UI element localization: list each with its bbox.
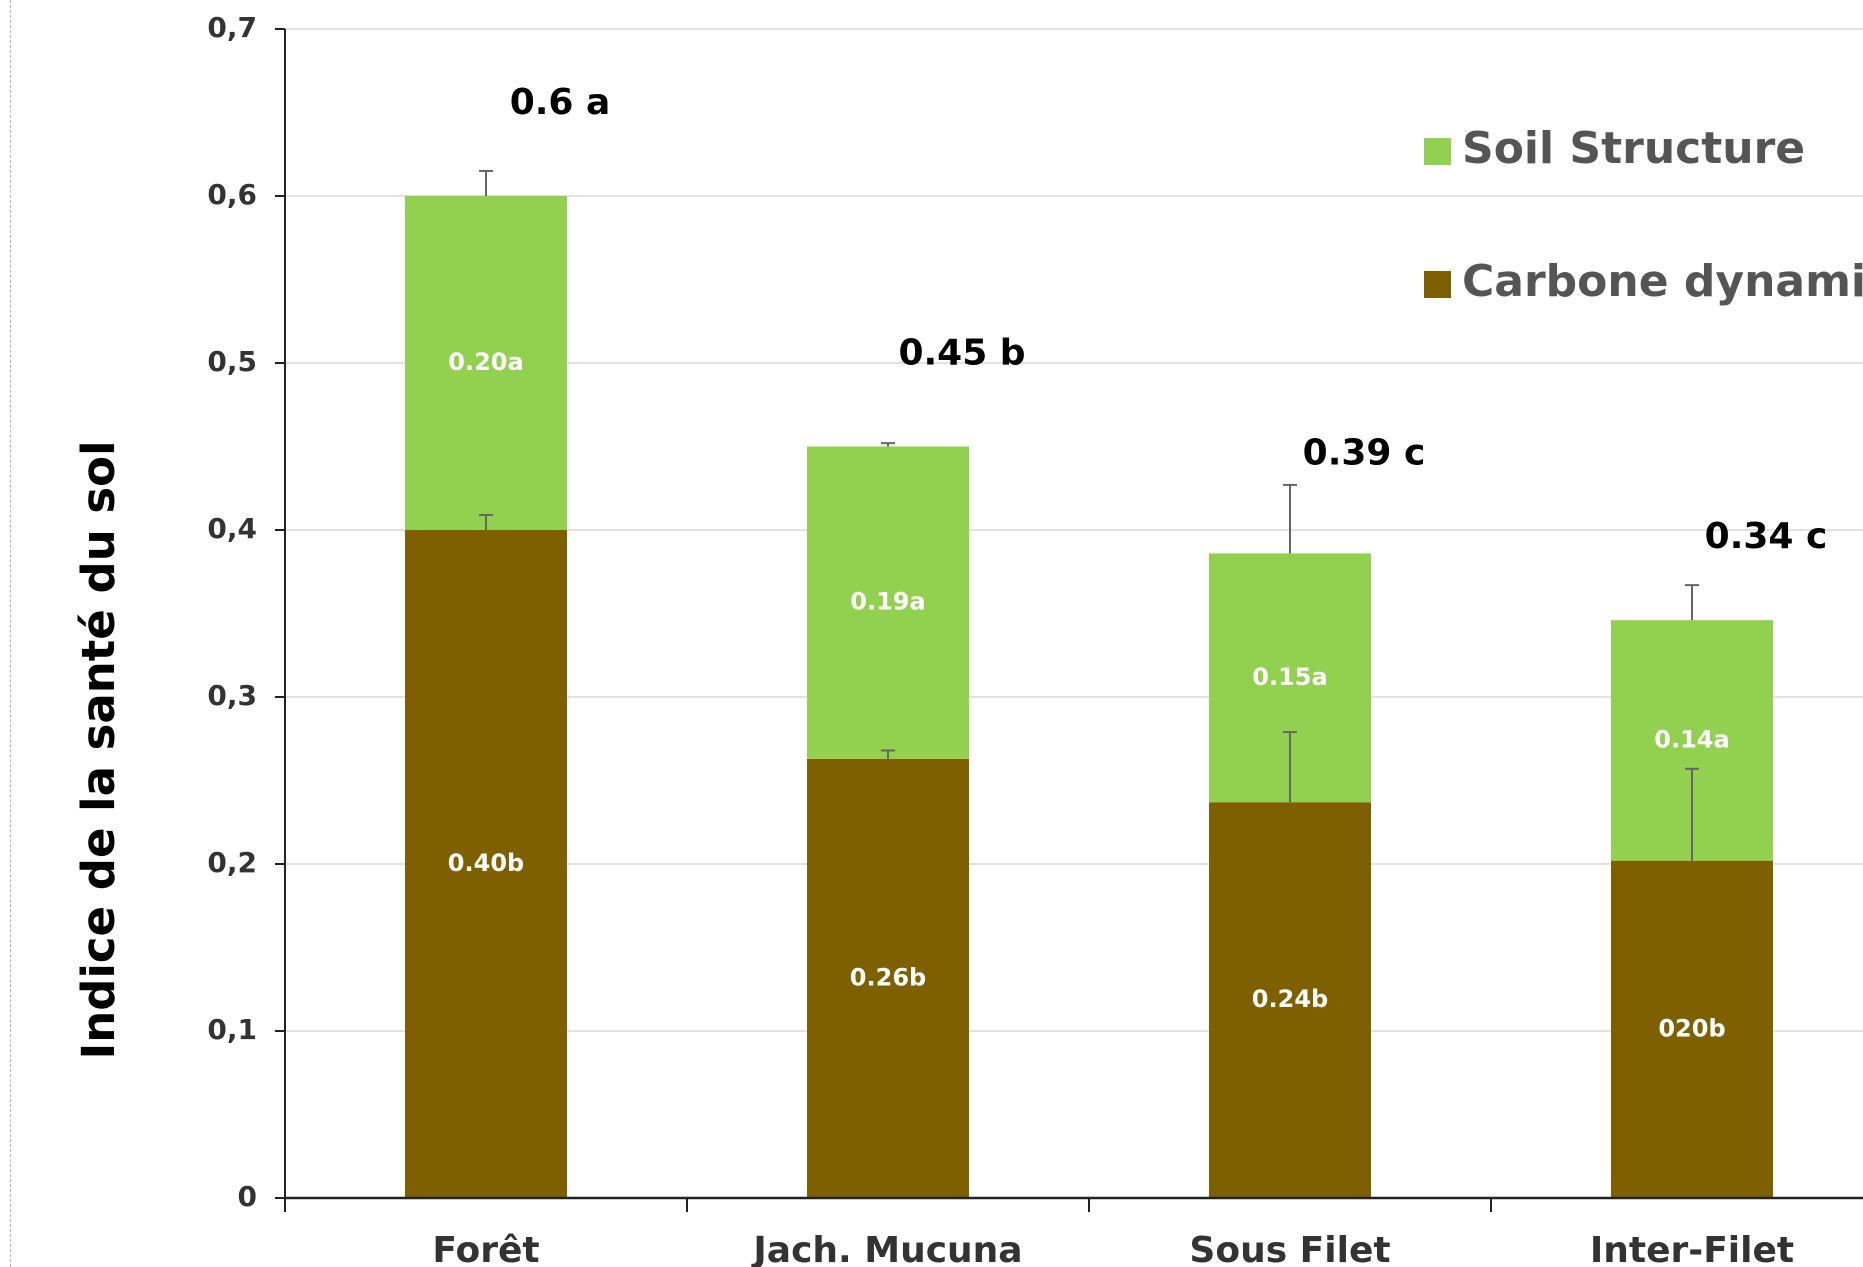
bars	[405, 196, 1773, 1198]
y-tick-label: 0,2	[207, 846, 257, 879]
x-category-label: Forêt	[432, 1230, 539, 1267]
page-border-line	[10, 0, 11, 1267]
axes: 0 0,1 0,2 0,3 0,4 0,5 0,6 0,7 Forêt Jach. Mucuna S…	[207, 11, 1863, 1267]
bar-segment	[1209, 802, 1371, 1198]
segment-label: 0.19a	[850, 588, 925, 616]
x-category-label: Sous Filet	[1189, 1230, 1390, 1267]
total-label: 0.6 a	[510, 82, 611, 123]
y-tick-label: 0	[238, 1180, 257, 1213]
bar-segment	[807, 758, 969, 1198]
segment-label: 020b	[1658, 1014, 1725, 1042]
legend-swatch	[1424, 271, 1451, 298]
segment-label: 0.20a	[448, 348, 523, 376]
segment-label: 0.40b	[448, 849, 524, 877]
segment-label: 0.15a	[1252, 663, 1327, 691]
y-tick-label: 0,6	[207, 178, 257, 211]
bar-segment	[405, 196, 567, 530]
x-category-label: Jach. Mucuna	[750, 1230, 1022, 1267]
y-tick-label: 0,7	[207, 11, 257, 44]
x-category-label: Inter-Filet	[1590, 1230, 1794, 1267]
error-bars	[479, 169, 1699, 861]
y-axis-title: Indice de la santé du sol	[72, 440, 125, 1059]
legend: Soil Structure Carbone dynamic	[1424, 123, 1863, 307]
legend-label: Soil Structure	[1462, 123, 1805, 174]
total-label: 0.39 c	[1303, 433, 1426, 474]
segment-label: 0.14a	[1654, 725, 1729, 753]
legend-label: Carbone dynamic	[1462, 256, 1863, 307]
total-label: 0.34 c	[1705, 516, 1828, 557]
y-tick-label: 0,1	[207, 1013, 257, 1046]
segment-label: 0.24b	[1252, 985, 1328, 1013]
legend-swatch	[1424, 138, 1451, 165]
bar-segment	[405, 530, 567, 1198]
bar-segment	[1611, 860, 1773, 1198]
data-labels: 0.40b 0.20a 0.6 a 0.26b 0.19a 0.45 b 0.24b 0.15…	[448, 82, 1828, 1042]
total-label: 0.45 b	[898, 333, 1025, 374]
bar-segment	[807, 446, 969, 759]
y-tick-label: 0,5	[207, 345, 257, 378]
y-tick-label: 0,3	[207, 679, 257, 712]
y-tick-label: 0,4	[207, 512, 257, 545]
segment-label: 0.26b	[850, 963, 926, 991]
